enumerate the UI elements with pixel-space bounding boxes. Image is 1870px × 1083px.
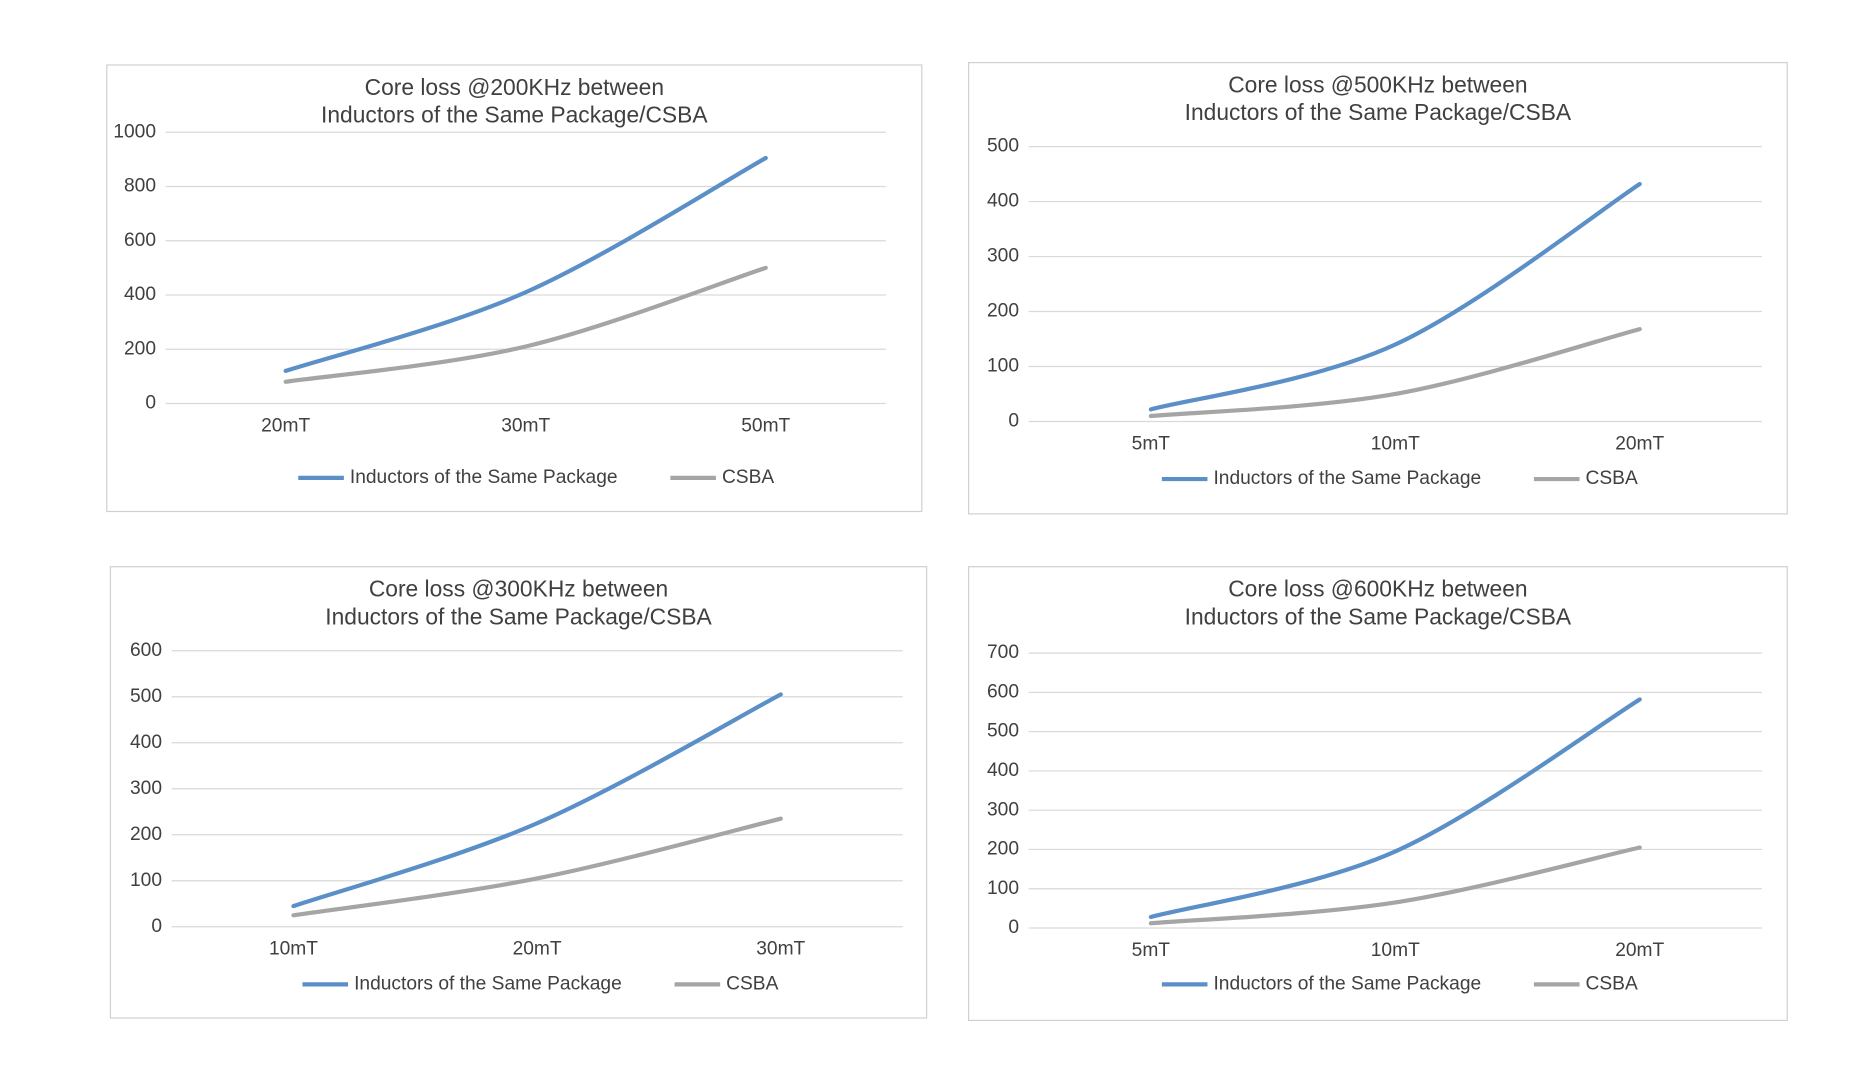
- chart-subtitle: Inductors of the Same Package/CSBA: [325, 603, 712, 629]
- y-tick-label: 400: [987, 191, 1019, 212]
- y-tick-label: 400: [130, 732, 162, 753]
- y-tick-label: 400: [124, 284, 156, 305]
- y-tick-label: 1000: [113, 121, 156, 142]
- series-line: [1148, 697, 1642, 920]
- panel: [109, 566, 928, 1019]
- y-tick-label: 600: [130, 640, 162, 661]
- x-tick-label: 10mT: [1371, 433, 1420, 454]
- y-tick-label: 200: [130, 824, 162, 845]
- legend-label: CSBA: [722, 467, 774, 488]
- y-tick-label: 300: [987, 799, 1019, 820]
- series-line: [283, 265, 768, 384]
- legend-label: CSBA: [1586, 468, 1638, 489]
- y-tick-label: 200: [124, 338, 156, 359]
- y-tick-label: 700: [987, 642, 1019, 663]
- y-tick-label: 100: [987, 356, 1019, 377]
- x-tick-label: 10mT: [1371, 940, 1420, 961]
- series-line: [1148, 327, 1642, 419]
- series-line: [283, 155, 768, 374]
- legend-label: CSBA: [726, 973, 778, 994]
- chart-title: Core loss @300KHz between: [369, 576, 668, 602]
- y-tick-label: 800: [124, 176, 156, 197]
- y-tick-label: 0: [151, 916, 162, 937]
- y-tick-label: 0: [1008, 917, 1019, 938]
- y-tick-label: 100: [987, 878, 1019, 899]
- chart-subtitle: Inductors of the Same Package/CSBA: [1185, 603, 1572, 629]
- legend-label: Inductors of the Same Package: [350, 467, 618, 488]
- x-tick-label: 5mT: [1132, 433, 1171, 454]
- legend-label: Inductors of the Same Package: [1213, 973, 1481, 994]
- y-tick-label: 500: [987, 136, 1019, 157]
- chart-subtitle: Inductors of the Same Package/CSBA: [321, 102, 708, 128]
- x-tick-label: 10mT: [269, 939, 318, 960]
- chart-title: Core loss @500KHz between: [1228, 72, 1527, 98]
- legend-label: Inductors of the Same Package: [1213, 468, 1481, 489]
- y-tick-label: 500: [987, 721, 1019, 742]
- y-tick-label: 400: [987, 760, 1019, 781]
- x-tick-label: 20mT: [513, 939, 562, 960]
- chart-subtitle: Inductors of the Same Package/CSBA: [1185, 99, 1572, 125]
- x-tick-label: 20mT: [261, 415, 310, 436]
- y-tick-label: 0: [1008, 411, 1019, 432]
- x-tick-label: 20mT: [1615, 433, 1664, 454]
- y-tick-label: 300: [987, 246, 1019, 267]
- chart-title: Core loss @200KHz between: [365, 74, 664, 100]
- panel: [106, 64, 923, 513]
- chart-title: Core loss @600KHz between: [1228, 576, 1527, 602]
- x-tick-label: 20mT: [1615, 940, 1664, 961]
- y-tick-label: 100: [130, 870, 162, 891]
- y-tick-label: 200: [987, 301, 1019, 322]
- legend-label: Inductors of the Same Package: [354, 973, 622, 994]
- panel: [968, 566, 1788, 1022]
- x-tick-label: 50mT: [741, 415, 790, 436]
- series-line: [1148, 181, 1642, 412]
- x-tick-label: 30mT: [501, 415, 550, 436]
- series-line: [291, 692, 783, 909]
- y-tick-label: 500: [130, 686, 162, 707]
- y-tick-label: 200: [987, 839, 1019, 860]
- y-tick-label: 0: [145, 393, 156, 414]
- y-tick-label: 600: [124, 230, 156, 251]
- series-line: [1148, 845, 1642, 926]
- x-tick-label: 30mT: [756, 939, 805, 960]
- series-line: [291, 816, 783, 918]
- panel: [968, 61, 1788, 515]
- y-tick-label: 600: [987, 681, 1019, 702]
- legend-label: CSBA: [1586, 973, 1638, 994]
- y-tick-label: 300: [130, 778, 162, 799]
- x-tick-label: 5mT: [1132, 940, 1171, 961]
